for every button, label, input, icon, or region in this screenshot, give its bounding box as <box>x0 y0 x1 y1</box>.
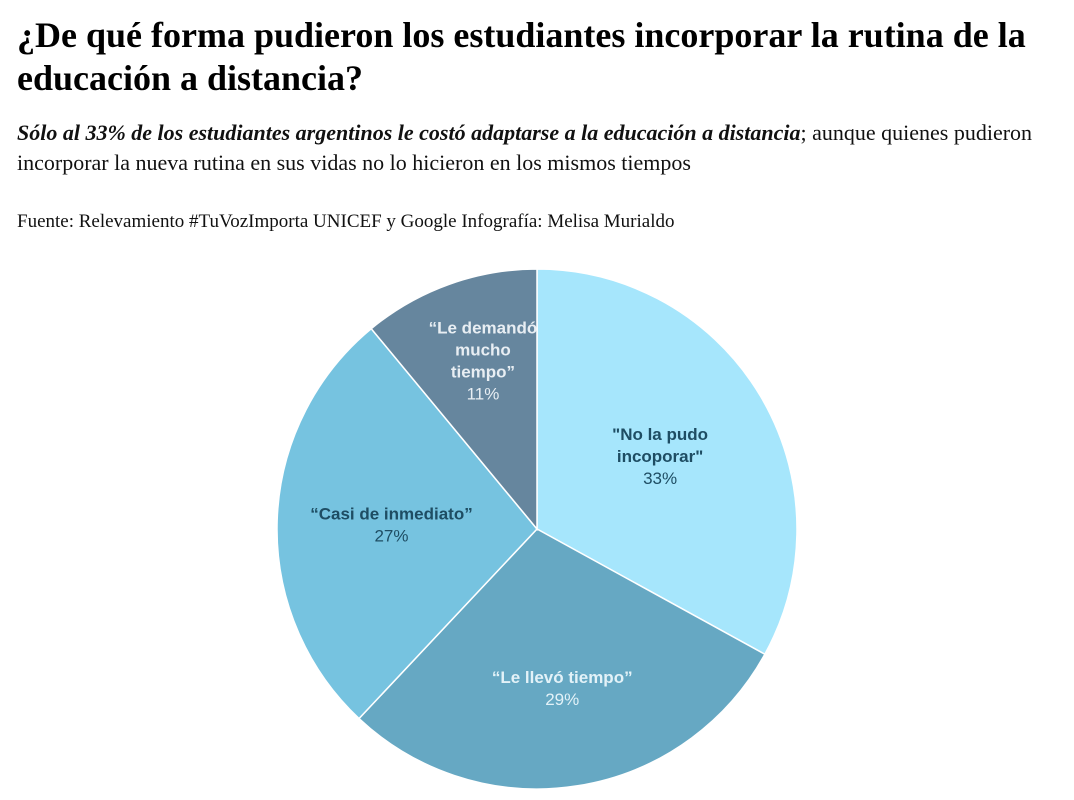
pie-slice-2 <box>276 327 538 720</box>
slice-label-line: “Le llevó tiempo” <box>492 668 633 687</box>
slice-value-label: 33% <box>643 469 677 488</box>
pie-slices <box>276 268 798 790</box>
slice-value-label: 27% <box>374 526 408 545</box>
subtitle: Sólo al 33% de los estudiantes argentino… <box>17 118 1067 178</box>
subtitle-emphasis: Sólo al 33% de los estudiantes argentino… <box>17 120 801 145</box>
slice-label-line: tiempo” <box>451 363 515 382</box>
slice-label-3: “Le demandó mucho tiempo” 11% <box>429 319 538 404</box>
slice-label-0: "No la pudo incoporar" 33% <box>612 425 708 488</box>
pie-slice-3 <box>370 268 538 532</box>
subtitle-rest: ; aunque quienes pudieron incorporar la … <box>17 120 1033 175</box>
pie-labels: "No la pudo incoporar" 33% “Le llevó tiempo… <box>310 319 708 710</box>
slice-label-2: “Casi de inmediato” 27% <box>310 504 472 545</box>
pie-slice-0 <box>536 268 798 656</box>
slice-value-label: 11% <box>467 385 500 404</box>
source-credit: Fuente: Relevamiento #TuVozImporta UNICE… <box>17 211 675 232</box>
pie-chart: "No la pudo incoporar" 33% “Le llevó tiempo… <box>276 268 798 790</box>
slice-value-label: 29% <box>545 690 579 709</box>
page-title: ¿De qué forma pudieron los estudiantes i… <box>17 15 1026 98</box>
slice-label-line: “Le demandó <box>429 319 538 338</box>
slice-label-line: incoporar" <box>617 447 703 466</box>
slice-label-line: “Casi de inmediato” <box>310 504 472 523</box>
pie-slice-1 <box>357 528 766 790</box>
slice-label-line: "No la pudo <box>612 425 708 444</box>
slice-label-1: “Le llevó tiempo” 29% <box>492 668 633 709</box>
slice-label-line: mucho <box>455 341 511 360</box>
